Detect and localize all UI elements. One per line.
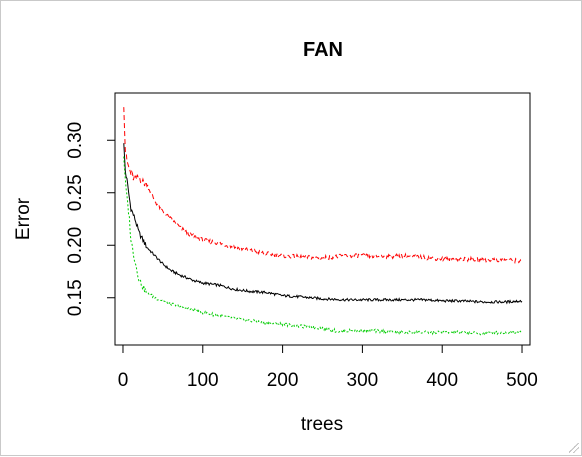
x-tick-label: 400 <box>426 370 458 391</box>
y-axis-label: Error <box>13 197 34 240</box>
class-2-error-series-line <box>123 156 523 336</box>
x-tick-label: 100 <box>187 370 219 391</box>
y-tick-label: 0.15 <box>65 279 86 316</box>
x-axis-label: trees <box>301 414 343 435</box>
x-tick-label: 200 <box>267 370 299 391</box>
chart-title: FAN <box>303 39 343 61</box>
resize-grip[interactable] <box>569 443 579 453</box>
class-1-error-series-line <box>123 107 523 264</box>
x-tick-label: 0 <box>118 370 129 391</box>
y-tick-label: 0.20 <box>65 227 86 264</box>
x-tick-label: 500 <box>506 370 538 391</box>
y-tick-label: 0.25 <box>65 174 86 211</box>
plot-area-border <box>114 92 531 346</box>
y-tick-label: 0.30 <box>65 122 86 159</box>
x-tick-label: 300 <box>347 370 379 391</box>
oob-error-series-line <box>123 143 523 305</box>
